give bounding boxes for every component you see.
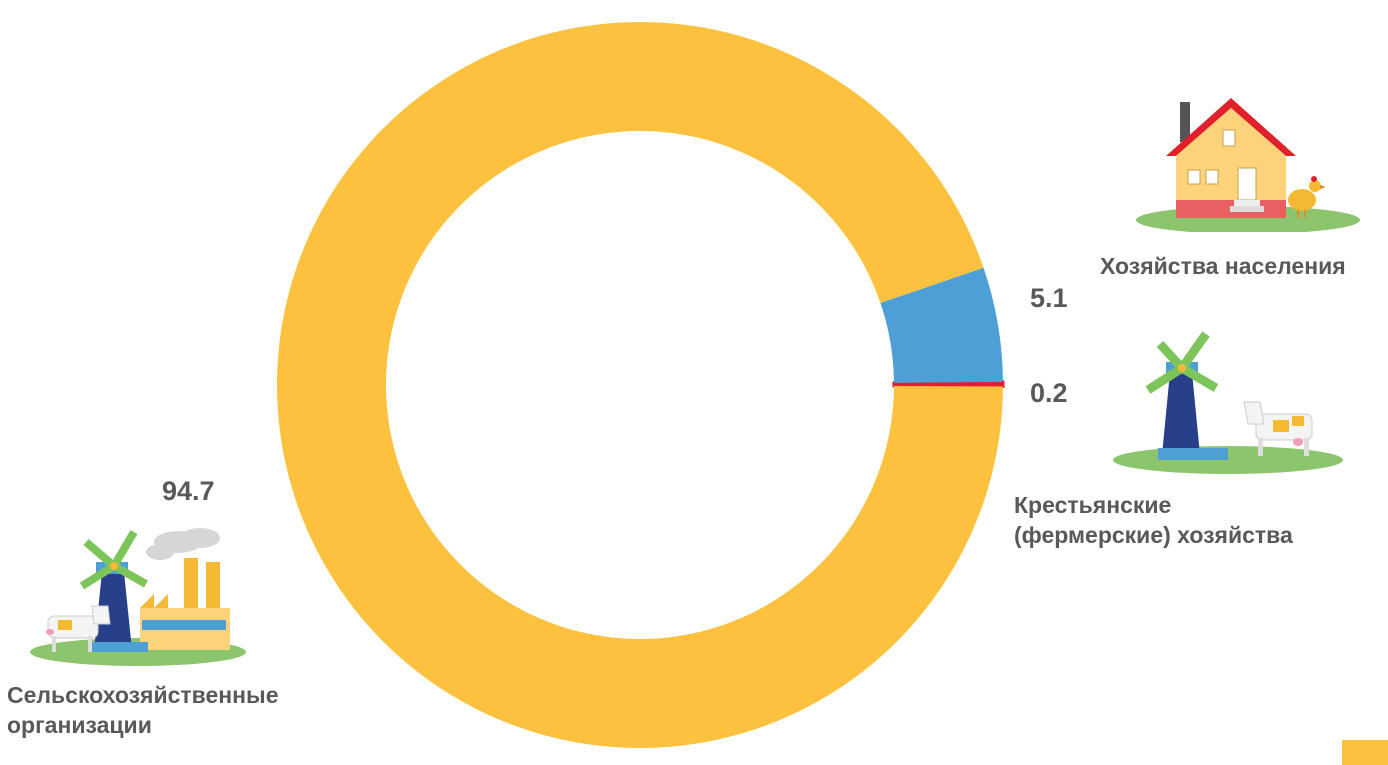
category-label-line: (фермерские) хозяйства [1014, 522, 1293, 548]
category-label-households: Хозяйства населения [1100, 251, 1346, 281]
value-label-households: 5.1 [1030, 283, 1068, 313]
category-label-agri-orgs: Сельскохозяйственные организации [7, 680, 279, 740]
category-label-line: Хозяйства населения [1100, 253, 1346, 279]
windmill-cow-icon [1113, 331, 1343, 474]
corner-color-swatch [1342, 740, 1388, 765]
category-label-line: организации [7, 712, 152, 738]
category-label-farms: Крестьянские (фермерские) хозяйства [1014, 490, 1293, 550]
slice-agri-orgs [276, 21, 1003, 748]
category-label-line: Крестьянские [1014, 492, 1172, 518]
value-label-farms: 0.2 [1030, 378, 1068, 408]
value-label-agri-orgs: 94.7 [162, 476, 215, 506]
category-label-line: Сельскохозяйственные [7, 682, 279, 708]
windmill-factory-cow-icon [30, 528, 246, 666]
slice-households [880, 267, 1003, 383]
house-chicken-icon [1136, 98, 1360, 232]
